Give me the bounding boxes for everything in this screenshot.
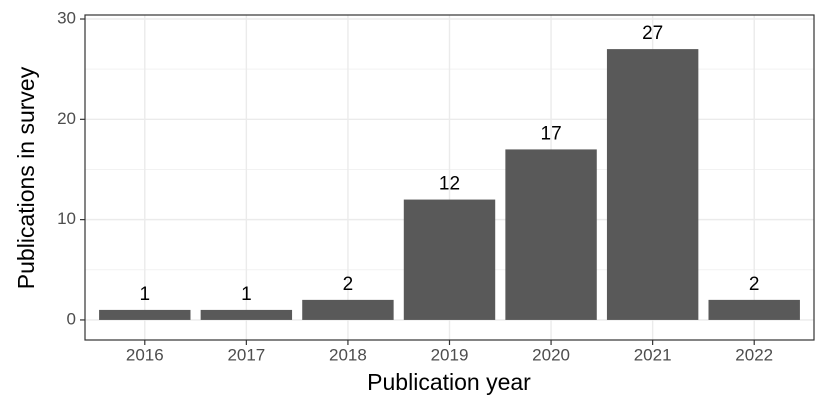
panel-border xyxy=(84,14,815,341)
bar xyxy=(99,309,191,320)
y-tick-label: 0 xyxy=(67,309,76,328)
data-label: 2 xyxy=(749,274,760,295)
y-axis-title: Publications in survey xyxy=(13,66,39,289)
bar xyxy=(606,49,699,320)
x-tick-label: 2016 xyxy=(126,345,164,364)
x-axis-title: Publication year xyxy=(367,369,531,395)
x-tick-label: 2021 xyxy=(634,345,672,364)
data-label: 1 xyxy=(241,284,252,305)
y-tick-label: 20 xyxy=(57,109,76,128)
x-tick-label: 2020 xyxy=(532,345,570,364)
bar xyxy=(302,299,394,320)
data-label: 2 xyxy=(343,274,354,295)
data-label: 27 xyxy=(642,23,663,44)
bar xyxy=(708,299,800,320)
x-tick-label: 2022 xyxy=(735,345,773,364)
y-tick-label: 30 xyxy=(57,8,76,27)
x-tick-label: 2019 xyxy=(431,345,469,364)
x-tick-label: 2018 xyxy=(329,345,367,364)
bar xyxy=(505,149,597,320)
bar xyxy=(200,309,293,320)
data-label: 17 xyxy=(541,123,562,144)
x-tick-label: 2017 xyxy=(227,345,265,364)
data-label: 1 xyxy=(139,284,150,305)
data-label: 12 xyxy=(439,174,460,195)
y-tick-label: 10 xyxy=(57,209,76,228)
bar xyxy=(403,199,496,320)
